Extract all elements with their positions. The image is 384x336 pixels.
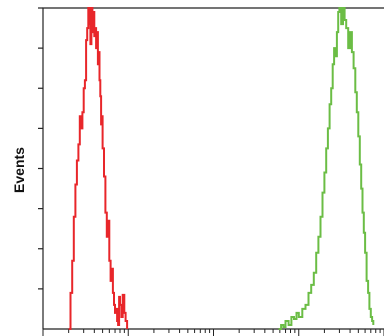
plot-frame (42, 7, 384, 329)
series-line-red (68, 7, 129, 330)
plot-axes (38, 7, 384, 336)
y-axis-label: Events (11, 147, 27, 193)
series-group (68, 7, 375, 330)
series-line-green (278, 7, 375, 330)
